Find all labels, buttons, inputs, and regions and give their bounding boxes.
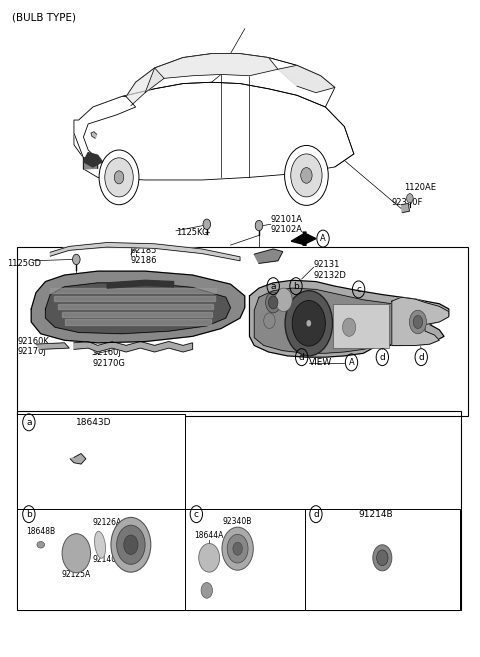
Text: d: d bbox=[313, 510, 319, 518]
Text: 92131
92132D: 92131 92132D bbox=[313, 260, 347, 280]
Polygon shape bbox=[107, 281, 174, 288]
Polygon shape bbox=[74, 82, 354, 180]
Text: 18644A: 18644A bbox=[194, 532, 224, 540]
Polygon shape bbox=[126, 68, 164, 106]
Polygon shape bbox=[250, 281, 449, 357]
Text: d: d bbox=[380, 353, 385, 361]
Text: a: a bbox=[270, 282, 276, 290]
Text: (BULB TYPE): (BULB TYPE) bbox=[12, 12, 76, 22]
Text: b: b bbox=[293, 282, 299, 290]
Text: 92330F: 92330F bbox=[392, 198, 423, 207]
Bar bbox=[17, 509, 185, 610]
Circle shape bbox=[201, 583, 213, 598]
Circle shape bbox=[72, 254, 80, 265]
Polygon shape bbox=[31, 271, 245, 343]
Circle shape bbox=[373, 545, 392, 571]
Circle shape bbox=[114, 171, 124, 184]
Text: d: d bbox=[299, 353, 304, 361]
Bar bbox=[305, 509, 460, 610]
Circle shape bbox=[285, 290, 333, 356]
Text: 92160K
92170J: 92160K 92170J bbox=[17, 337, 49, 357]
Circle shape bbox=[291, 154, 322, 197]
Text: 1125KO: 1125KO bbox=[176, 227, 209, 237]
Text: 92125A: 92125A bbox=[62, 570, 91, 579]
Text: A: A bbox=[348, 358, 354, 367]
Polygon shape bbox=[254, 288, 392, 353]
Polygon shape bbox=[278, 65, 335, 93]
Circle shape bbox=[99, 150, 139, 205]
Bar bbox=[185, 509, 306, 610]
Circle shape bbox=[306, 320, 311, 327]
Text: 92160J
92170G: 92160J 92170G bbox=[93, 348, 126, 367]
Circle shape bbox=[275, 288, 292, 311]
Text: b: b bbox=[26, 510, 32, 518]
Text: 92185
92186: 92185 92186 bbox=[131, 246, 157, 265]
Circle shape bbox=[62, 533, 91, 573]
Circle shape bbox=[407, 194, 413, 203]
Polygon shape bbox=[70, 453, 86, 464]
Polygon shape bbox=[145, 54, 278, 93]
Circle shape bbox=[117, 525, 145, 564]
Circle shape bbox=[111, 518, 151, 572]
Polygon shape bbox=[291, 232, 316, 245]
Bar bbox=[17, 415, 185, 511]
Circle shape bbox=[199, 543, 219, 572]
Circle shape bbox=[342, 318, 356, 336]
Circle shape bbox=[292, 300, 325, 346]
Polygon shape bbox=[84, 152, 102, 167]
Ellipse shape bbox=[37, 541, 45, 548]
Circle shape bbox=[227, 534, 248, 563]
Circle shape bbox=[268, 296, 278, 309]
Bar bbox=[17, 411, 461, 610]
Circle shape bbox=[124, 535, 138, 555]
Bar bbox=[17, 247, 468, 417]
Text: a: a bbox=[26, 418, 32, 427]
Circle shape bbox=[264, 313, 275, 328]
Circle shape bbox=[301, 168, 312, 183]
Text: 92140E: 92140E bbox=[93, 555, 121, 564]
Polygon shape bbox=[401, 204, 409, 213]
Circle shape bbox=[265, 292, 281, 313]
Polygon shape bbox=[65, 319, 211, 325]
Polygon shape bbox=[74, 342, 192, 352]
Polygon shape bbox=[50, 242, 240, 261]
Polygon shape bbox=[50, 288, 216, 293]
Ellipse shape bbox=[95, 532, 106, 558]
Text: 18648B: 18648B bbox=[26, 527, 55, 535]
Text: c: c bbox=[356, 285, 361, 294]
Polygon shape bbox=[58, 304, 214, 309]
Text: 92101A
92102A: 92101A 92102A bbox=[271, 215, 303, 234]
Polygon shape bbox=[74, 97, 136, 159]
Text: c: c bbox=[194, 510, 199, 518]
Polygon shape bbox=[61, 311, 212, 317]
Circle shape bbox=[203, 219, 211, 229]
Polygon shape bbox=[392, 297, 449, 346]
Text: 18643D: 18643D bbox=[76, 418, 112, 427]
Text: 92126A: 92126A bbox=[93, 518, 122, 527]
Polygon shape bbox=[46, 283, 230, 334]
Polygon shape bbox=[54, 296, 215, 301]
Polygon shape bbox=[84, 158, 97, 169]
Text: 1120AE: 1120AE bbox=[404, 183, 436, 193]
Text: d: d bbox=[419, 353, 424, 361]
Polygon shape bbox=[121, 54, 335, 107]
Circle shape bbox=[377, 550, 388, 566]
Circle shape bbox=[413, 315, 423, 328]
Circle shape bbox=[409, 310, 426, 334]
Bar bbox=[333, 304, 389, 348]
Circle shape bbox=[285, 145, 328, 206]
Text: 92340B: 92340B bbox=[223, 517, 252, 526]
Polygon shape bbox=[254, 249, 283, 263]
Circle shape bbox=[222, 527, 253, 570]
Polygon shape bbox=[36, 343, 69, 350]
Circle shape bbox=[105, 158, 133, 197]
Text: 1125GD: 1125GD bbox=[8, 259, 42, 268]
Circle shape bbox=[233, 542, 242, 555]
Text: 91214B: 91214B bbox=[359, 510, 393, 518]
Polygon shape bbox=[91, 132, 96, 138]
Text: VIEW: VIEW bbox=[309, 358, 332, 367]
Circle shape bbox=[255, 220, 263, 231]
Text: A: A bbox=[320, 234, 326, 243]
